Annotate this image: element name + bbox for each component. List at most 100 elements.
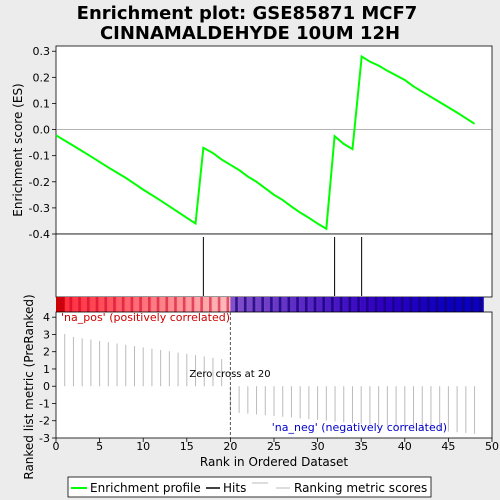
- color-bar-stripe: [383, 297, 387, 312]
- es-y-tick-label: 0.1: [33, 97, 51, 110]
- color-bar-stripe: [427, 297, 430, 312]
- color-bar-cell: [90, 297, 101, 312]
- hit-markers: [202, 237, 363, 296]
- ranked-y-axis-label: Ranked list metric (PreRanked): [22, 294, 36, 479]
- color-bar-stripe: [374, 297, 378, 312]
- color-bar-cell: [396, 297, 406, 312]
- color-bar-stripe: [287, 297, 291, 312]
- color-bar-stripe: [470, 297, 474, 312]
- color-bar-cell: [256, 297, 266, 312]
- legend-box: [67, 476, 432, 498]
- es-y-tick-label: -0.1: [29, 150, 50, 163]
- ranked-y-axis: 4 3 2 1 0 -1 -2 -3: [39, 311, 56, 445]
- x-tick-label: 50: [485, 440, 499, 453]
- x-axis-label: Rank in Ordered Dataset: [200, 455, 348, 469]
- color-bar-stripe: [78, 297, 81, 312]
- color-bar-cell: [474, 297, 484, 312]
- es-y-tick-label: -0.3: [29, 202, 50, 215]
- x-tick-label: 20: [223, 440, 237, 453]
- enrichment-profile-line: [55, 54, 476, 231]
- color-bar-stripe: [461, 297, 465, 312]
- es-y-tick-label: 0.3: [33, 45, 51, 58]
- x-tick-label: 30: [311, 440, 325, 453]
- x-tick-label: 25: [267, 440, 281, 453]
- es-y-tick-label: 0.0: [33, 124, 51, 137]
- es-y-axis: 0.3 0.2 0.1 0.0 -0.1 -0.2 -0.3 -0.4: [29, 45, 56, 241]
- color-bar-cell: [151, 297, 162, 312]
- x-tick-label: 10: [136, 440, 150, 453]
- color-bar-cell: [300, 297, 310, 312]
- x-tick-label: 0: [53, 440, 60, 453]
- color-bar-stripe: [418, 297, 421, 312]
- color-bar-cell: [73, 297, 83, 312]
- x-tick-label: 40: [398, 440, 412, 453]
- color-bar-stripe: [339, 297, 343, 312]
- color-bar-cell: [134, 297, 144, 312]
- color-bar-cell: [247, 297, 258, 312]
- color-bar-stripe: [357, 297, 360, 312]
- color-bar-stripe: [104, 297, 108, 312]
- color-bar-stripe: [322, 297, 326, 312]
- color-bar-cell: [195, 297, 205, 312]
- ranking-metric-bars: [64, 334, 476, 434]
- color-bar-cell: [404, 297, 415, 312]
- color-bar-stripe: [60, 297, 64, 312]
- ranked-y-tick-label: -1: [39, 397, 50, 410]
- color-bar-cell: [326, 297, 336, 312]
- color-bar-stripe: [444, 297, 448, 312]
- color-bar-stripe: [270, 297, 273, 312]
- color-bar-stripe: [209, 297, 212, 312]
- color-bar-stripe: [200, 297, 203, 312]
- color-bar-cell: [448, 297, 458, 312]
- ranked-y-tick-label: 0: [43, 380, 50, 393]
- color-bar-cell: [465, 297, 476, 312]
- color-bar-cell: [186, 297, 197, 312]
- x-tick-label: 5: [96, 440, 103, 453]
- color-bar-cell: [143, 297, 153, 312]
- ranked-y-tick-label: 1: [43, 363, 50, 376]
- color-bar-stripe: [174, 297, 177, 312]
- color-bar-cell: [265, 297, 275, 312]
- color-bar-stripe: [392, 297, 395, 312]
- rank-color-bar: [56, 297, 484, 312]
- color-bar-cell: [239, 297, 249, 312]
- color-bar-cell: [317, 297, 327, 312]
- color-bar-cell: [64, 297, 74, 312]
- color-bar-cell: [99, 297, 109, 312]
- color-bar-stripe: [453, 297, 456, 312]
- color-bar-stripe: [217, 297, 221, 312]
- es-y-tick-label: 0.2: [33, 71, 51, 84]
- es-y-tick-label: -0.2: [29, 176, 50, 189]
- pos-corr-label: 'na_pos' (positively correlated): [61, 311, 230, 324]
- color-bar-cell: [204, 297, 214, 312]
- color-bar-stripe: [182, 297, 186, 312]
- color-bar-cell: [439, 297, 449, 312]
- color-bar-cell: [230, 297, 240, 312]
- color-bar-stripe: [235, 297, 238, 312]
- color-bar-cell: [335, 297, 345, 312]
- color-bar-cell: [274, 297, 284, 312]
- ranked-y-tick-label: -3: [39, 432, 50, 445]
- ranked-y-tick-label: 2: [43, 346, 50, 359]
- color-bar-stripe: [165, 297, 169, 312]
- color-bar-stripe: [400, 297, 404, 312]
- zero-cross-label: Zero cross at 20: [189, 369, 270, 380]
- color-bar-cell: [430, 297, 441, 312]
- ranked-plot-area: [55, 311, 493, 439]
- ranked-y-tick-label: -2: [39, 415, 50, 428]
- color-bar-stripe: [95, 297, 99, 312]
- color-bar-stripe: [130, 297, 134, 312]
- color-bar-cell: [308, 297, 319, 312]
- color-bar-cell: [82, 297, 92, 312]
- color-bar-stripe: [86, 297, 90, 312]
- color-bar-cell: [282, 297, 292, 312]
- color-bar-stripe: [331, 297, 334, 312]
- color-bar-stripe: [365, 297, 369, 312]
- color-bar-stripe: [252, 297, 256, 312]
- color-bar-cell: [457, 297, 467, 312]
- color-bar-stripe: [147, 297, 151, 312]
- legend-enrichment-label: Enrichment profile: [90, 481, 201, 495]
- ranked-y-tick-label: 4: [43, 311, 50, 324]
- color-bar-stripe: [304, 297, 308, 312]
